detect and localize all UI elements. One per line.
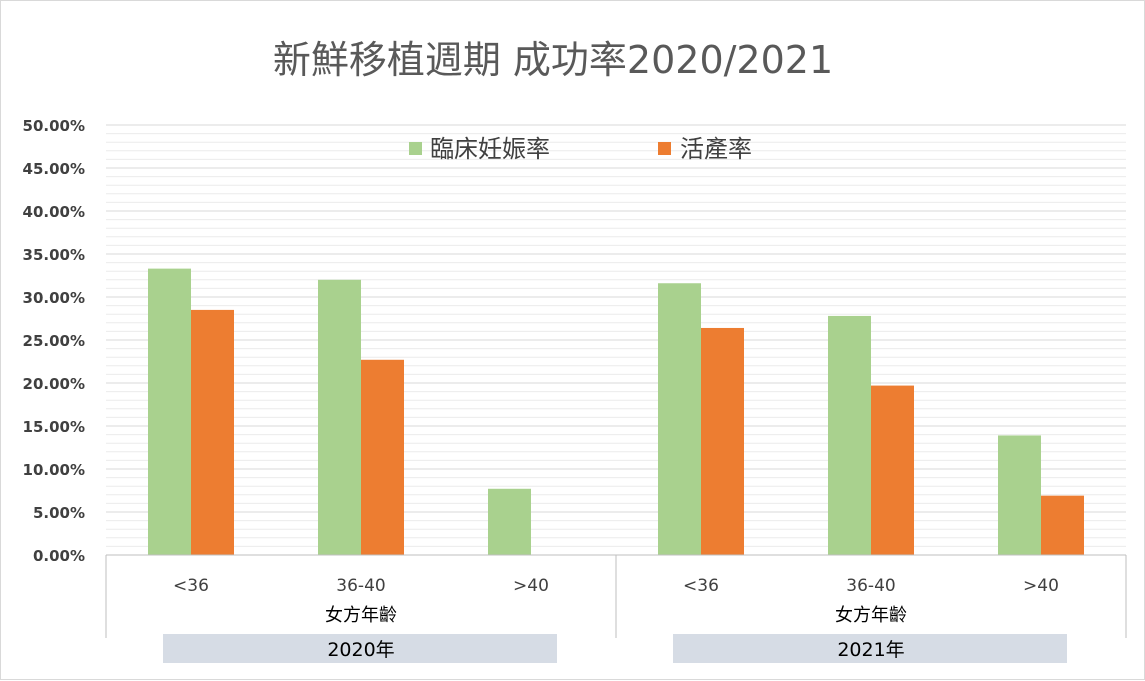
x-axis-title: 女方年齡: [325, 605, 397, 626]
y-tick-label: 35.00%: [23, 246, 85, 264]
bar-live-birth: [871, 385, 914, 555]
x-tick-label: <36: [683, 576, 719, 596]
y-tick-label: 40.00%: [23, 203, 85, 221]
bar-live-birth: [361, 359, 404, 555]
legend-label-pregnancy: 臨床妊娠率: [430, 135, 550, 163]
legend-swatch-pregnancy: [409, 142, 422, 155]
y-tick-label: 10.00%: [23, 461, 85, 479]
bar-pregnancy: [658, 283, 701, 555]
x-axis-title: 女方年齡: [835, 605, 907, 626]
axes: 0.00% 5.00% 10.00% 15.00% 20.00% 25.00% 30.00%…: [23, 117, 1127, 663]
bar-pregnancy: [998, 435, 1041, 555]
x-tick-label: >40: [1023, 576, 1059, 596]
y-tick-label: 25.00%: [23, 332, 85, 350]
y-tick-label: 5.00%: [33, 504, 85, 522]
y-tick-label: 30.00%: [23, 289, 85, 307]
x-tick-label: >40: [513, 576, 549, 596]
x-tick-label: 36-40: [846, 576, 895, 596]
bar-live-birth: [1041, 495, 1084, 555]
bars: [148, 268, 1084, 555]
bar-live-birth: [701, 327, 744, 555]
y-tick-label: 45.00%: [23, 160, 85, 178]
legend-label-live-birth: 活產率: [680, 135, 752, 163]
legend-swatch-live-birth: [658, 142, 671, 155]
y-tick-label: 0.00%: [33, 547, 85, 565]
bar-live-birth: [191, 309, 234, 555]
y-tick-label: 20.00%: [23, 375, 85, 393]
year-label: 2021年: [837, 639, 904, 661]
x-tick-label: <36: [173, 576, 209, 596]
bar-pregnancy: [318, 279, 361, 555]
chart-title: 新鮮移植週期 成功率2020/2021: [273, 38, 833, 82]
year-band: [673, 634, 1067, 663]
gridlines: [106, 124, 1126, 547]
y-tick-label: 15.00%: [23, 418, 85, 436]
bar-pregnancy: [488, 488, 531, 555]
bar-pregnancy: [148, 268, 191, 555]
year-label: 2020年: [327, 639, 394, 661]
y-tick-label: 50.00%: [23, 117, 85, 135]
x-tick-label: 36-40: [336, 576, 385, 596]
legend: 臨床妊娠率 活產率: [409, 135, 752, 163]
bar-pregnancy: [828, 315, 871, 555]
year-band: [163, 634, 557, 663]
